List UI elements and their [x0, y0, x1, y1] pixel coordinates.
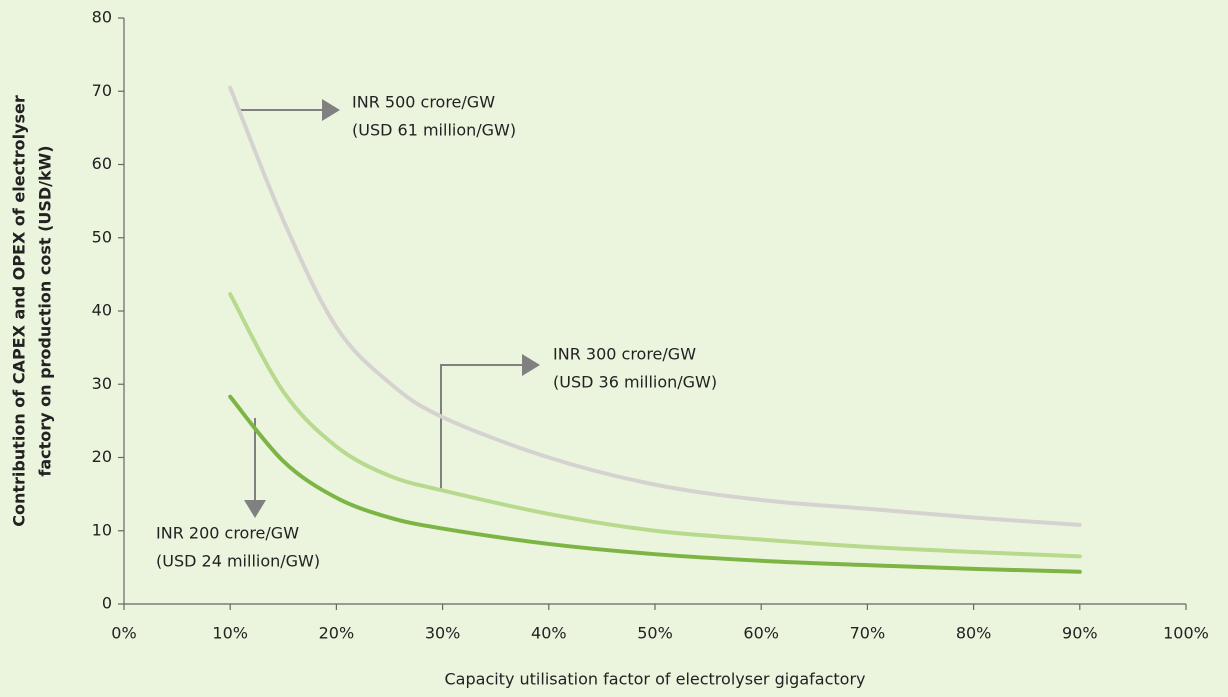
x-tick-label: 10%: [212, 624, 248, 643]
arrow: [440, 364, 524, 490]
x-tick-label: 0%: [111, 624, 136, 643]
y-tick-label: 60: [92, 154, 112, 173]
x-tick-label: 20%: [319, 624, 355, 643]
y-tick-label: 30: [92, 374, 112, 393]
x-tick-label: 40%: [531, 624, 567, 643]
x-axis-label: Capacity utilisation factor of electroly…: [445, 670, 866, 689]
x-tick-label: 90%: [1062, 624, 1098, 643]
series-line: [228, 85, 1082, 527]
y-tick-label: 0: [102, 594, 112, 613]
annotation: INR 300 crore/GW: [553, 345, 696, 364]
y-axis-label: Contribution of CAPEX and OPEX of electr…: [10, 95, 29, 527]
x-tick-label: 30%: [425, 624, 461, 643]
annotation: INR 200 crore/GW: [156, 524, 299, 543]
annotation: INR 500 crore/GW: [352, 93, 495, 112]
annotation: (USD 24 million/GW): [156, 552, 320, 571]
annotation: (USD 36 million/GW): [553, 373, 717, 392]
x-tick-label: 80%: [956, 624, 992, 643]
annotation-arrows: [240, 99, 540, 518]
x-tick-label: 50%: [637, 624, 673, 643]
series-line: [228, 292, 1082, 559]
y-tick-label: 10: [92, 520, 112, 539]
arrow-head: [322, 99, 340, 121]
y-tick-label: 70: [92, 81, 112, 100]
x-tick-label: 70%: [850, 624, 886, 643]
y-axis-label: factory on production cost (USD/kW): [36, 145, 55, 476]
annotation: (USD 61 million/GW): [352, 121, 516, 140]
y-tick-label: 80: [92, 8, 112, 27]
x-tick-label: 60%: [743, 624, 779, 643]
x-tick-label: 100%: [1163, 624, 1209, 643]
y-tick-label: 20: [92, 447, 112, 466]
y-tick-label: 50: [92, 227, 112, 246]
y-tick-label: 40: [92, 301, 112, 320]
series-line: [228, 394, 1082, 574]
arrow-head: [244, 500, 266, 518]
arrow-head: [522, 354, 540, 376]
